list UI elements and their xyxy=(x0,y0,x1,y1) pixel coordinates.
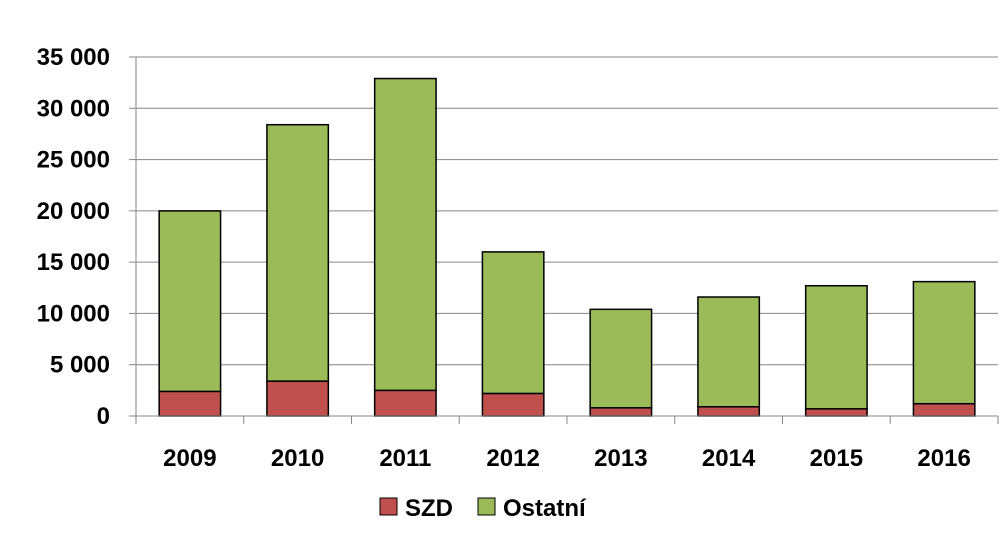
x-tick-label: 2016 xyxy=(917,445,970,472)
bar-segment-szd xyxy=(481,392,545,417)
legend-label: SZD xyxy=(405,495,453,522)
x-tick-label: 2011 xyxy=(379,445,431,472)
bar-segment-szd xyxy=(158,390,222,417)
y-tick-label: 35 000 xyxy=(37,44,110,71)
legend-swatch-ostatn- xyxy=(477,497,496,516)
bar-segment-szd xyxy=(697,406,761,417)
x-tick-label: 2014 xyxy=(702,445,756,472)
gridlines xyxy=(136,56,998,366)
x-tick-label: 2010 xyxy=(271,445,324,472)
bar-segment-szd xyxy=(912,402,976,417)
x-tick-label: 2009 xyxy=(163,445,216,472)
bar-segment-szd xyxy=(266,380,330,417)
x-tick-label: 2015 xyxy=(810,445,863,472)
y-tick-label: 30 000 xyxy=(37,95,110,122)
bar-segment-ostatn- xyxy=(589,308,653,409)
bar-segment-ostatn- xyxy=(266,123,330,382)
legend-label: Ostatní xyxy=(503,495,587,522)
bar-segment-szd xyxy=(589,407,653,417)
tick-labels: 0 5 000 10 000 15 000 20 000 25 000 30 000 35 0… xyxy=(37,44,971,472)
bar-segment-szd xyxy=(804,408,868,417)
y-tick-label: 15 000 xyxy=(37,249,110,276)
y-tick-label: 25 000 xyxy=(37,147,110,174)
y-tick-label: 10 000 xyxy=(37,300,110,327)
y-tick-label: 0 xyxy=(97,403,110,430)
bar-segment-szd xyxy=(373,389,437,417)
x-tick-label: 2013 xyxy=(594,445,647,472)
bar-segment-ostatn- xyxy=(158,210,222,393)
bars xyxy=(158,77,976,417)
bar-segment-ostatn- xyxy=(697,296,761,408)
y-tick-label: 5 000 xyxy=(50,352,110,379)
axes xyxy=(129,56,999,424)
legend: SZD Ostatní xyxy=(379,495,587,522)
bar-segment-ostatn- xyxy=(912,280,976,405)
bar-segment-ostatn- xyxy=(373,77,437,392)
bar-segment-ostatn- xyxy=(481,251,545,395)
legend-swatch-szd xyxy=(379,497,398,516)
bar-segment-ostatn- xyxy=(804,284,868,410)
x-tick-label: 2012 xyxy=(486,445,539,472)
y-tick-label: 20 000 xyxy=(37,198,110,225)
